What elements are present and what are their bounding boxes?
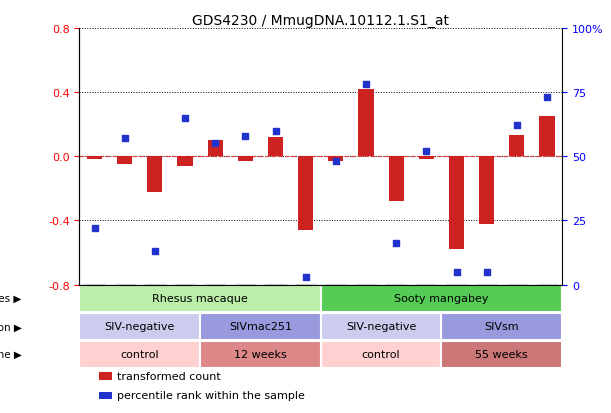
Text: SIV-negative: SIV-negative <box>346 321 416 332</box>
Text: control: control <box>362 349 400 359</box>
Bar <box>419 157 434 160</box>
Text: control: control <box>120 349 159 359</box>
Bar <box>208 141 223 157</box>
Bar <box>328 157 343 161</box>
Bar <box>200 313 321 340</box>
Bar <box>238 157 253 161</box>
Point <box>301 274 310 280</box>
Point <box>210 141 220 147</box>
Bar <box>99 373 112 380</box>
Text: SIV-negative: SIV-negative <box>104 321 175 332</box>
Bar <box>442 341 562 368</box>
Bar <box>177 157 192 166</box>
Text: time ▶: time ▶ <box>0 349 21 359</box>
Point <box>241 133 251 140</box>
Text: Sooty mangabey: Sooty mangabey <box>394 294 489 304</box>
Bar <box>359 90 373 157</box>
Point <box>391 241 401 247</box>
Bar <box>79 313 200 340</box>
Point <box>150 248 159 255</box>
Bar <box>79 341 200 368</box>
Bar <box>540 117 555 157</box>
Bar <box>79 285 321 312</box>
Bar <box>87 157 102 160</box>
Bar <box>99 392 112 399</box>
Text: SIVsm: SIVsm <box>485 321 519 332</box>
Text: species ▶: species ▶ <box>0 294 21 304</box>
Text: infection ▶: infection ▶ <box>0 321 21 332</box>
Bar <box>200 341 321 368</box>
Text: transformed count: transformed count <box>117 371 221 381</box>
Bar <box>298 157 313 230</box>
Bar <box>442 313 562 340</box>
Bar <box>510 136 524 157</box>
Point <box>542 95 552 101</box>
Point <box>90 225 100 232</box>
Point <box>482 269 492 275</box>
Point <box>452 269 461 275</box>
Bar <box>449 157 464 249</box>
Bar <box>321 313 442 340</box>
Text: Rhesus macaque: Rhesus macaque <box>152 294 248 304</box>
Title: GDS4230 / MmugDNA.10112.1.S1_at: GDS4230 / MmugDNA.10112.1.S1_at <box>192 14 449 28</box>
Point <box>422 148 431 155</box>
Text: SIVmac251: SIVmac251 <box>229 321 292 332</box>
Point <box>512 123 522 129</box>
Text: 55 weeks: 55 weeks <box>475 349 528 359</box>
Point <box>361 82 371 88</box>
Point <box>120 135 130 142</box>
Text: percentile rank within the sample: percentile rank within the sample <box>117 390 305 400</box>
Bar <box>321 341 442 368</box>
Point <box>271 128 280 135</box>
Bar <box>117 157 132 165</box>
Point <box>331 159 341 165</box>
Bar <box>268 138 283 157</box>
Bar <box>389 157 404 202</box>
Point <box>180 115 190 122</box>
Bar <box>147 157 163 192</box>
Bar <box>321 285 562 312</box>
Bar <box>479 157 494 224</box>
Text: 12 weeks: 12 weeks <box>234 349 287 359</box>
